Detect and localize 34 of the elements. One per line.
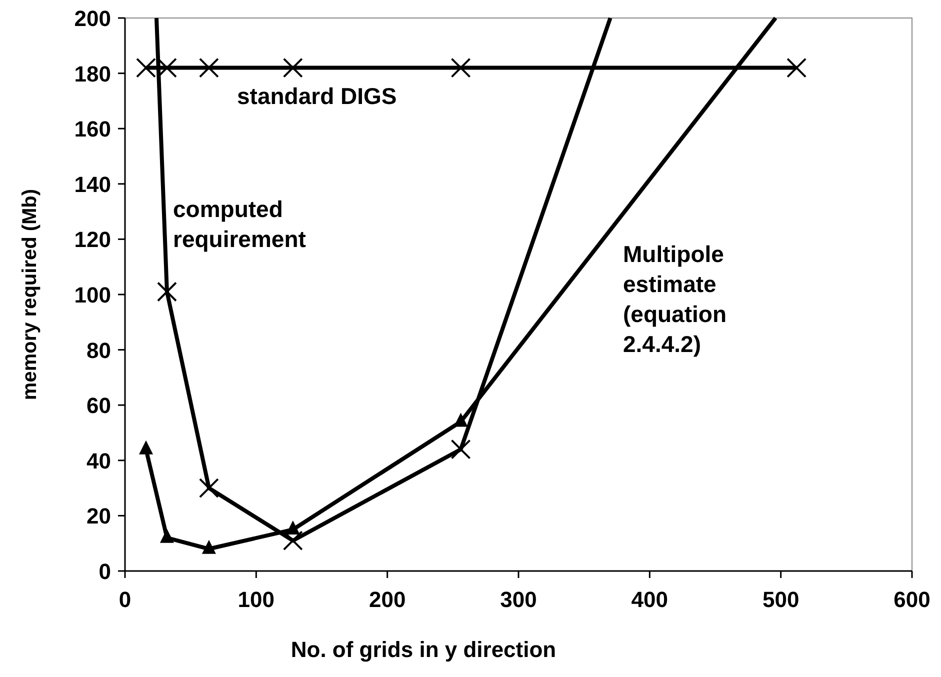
x-tick-label: 600 xyxy=(894,587,930,612)
legend-label: computed requirement xyxy=(173,196,306,252)
x-tick-label: 300 xyxy=(500,587,537,612)
y-tick-label: 120 xyxy=(74,227,111,252)
y-tick-label: 20 xyxy=(86,504,111,529)
x-axis-title: No. of grids in y direction xyxy=(290,637,556,662)
point xyxy=(450,58,471,78)
y-tick-label: 80 xyxy=(86,338,111,363)
x-tick-label: 500 xyxy=(762,587,800,612)
point xyxy=(202,540,216,554)
x-tick-label: 0 xyxy=(118,587,132,612)
y-axis-title: memory required (Mb) xyxy=(19,188,41,400)
x-tick-label: 100 xyxy=(238,587,275,612)
point xyxy=(156,282,177,302)
y-tick-label: 40 xyxy=(86,448,111,474)
y-tick-label: 200 xyxy=(74,6,111,31)
y-tick-label: 0 xyxy=(98,559,111,584)
point xyxy=(786,58,807,78)
point xyxy=(286,520,300,535)
y-tick-label: 140 xyxy=(74,172,111,197)
point xyxy=(282,58,303,78)
y-tick-label: 180 xyxy=(74,61,111,86)
point xyxy=(450,439,471,460)
y-tick-label: 160 xyxy=(74,116,111,142)
point xyxy=(198,58,219,78)
x-tick-label: 400 xyxy=(631,587,668,612)
point xyxy=(160,528,174,543)
series-label: Multipole estimate (equation 2.4.4.2) xyxy=(623,241,726,357)
y-tick-label: 60 xyxy=(86,393,111,418)
point xyxy=(454,412,468,427)
y-tick-label: 100 xyxy=(74,282,111,308)
x-tick-label: 200 xyxy=(368,587,406,612)
series-label: standard DIGS xyxy=(237,83,397,109)
point xyxy=(138,440,153,454)
